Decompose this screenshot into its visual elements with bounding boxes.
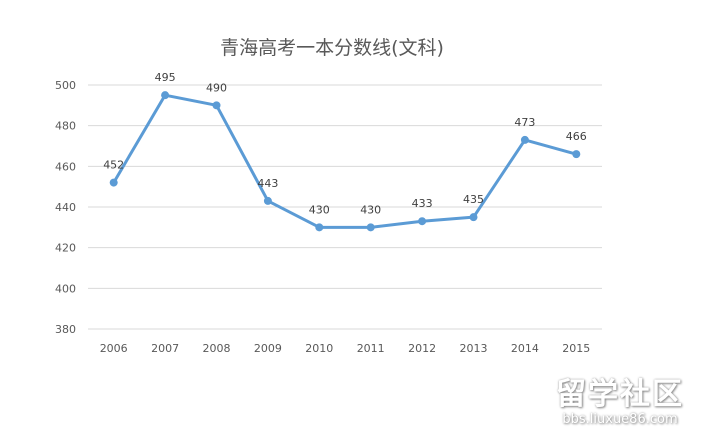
data-point bbox=[366, 223, 375, 232]
x-tick-label: 2007 bbox=[151, 342, 179, 355]
x-tick-label: 2012 bbox=[408, 342, 436, 355]
chart-title: 青海高考一本分数线(文科) bbox=[220, 37, 444, 59]
data-point bbox=[520, 135, 529, 144]
x-tick-label: 2015 bbox=[562, 342, 590, 355]
x-tick-label: 2014 bbox=[511, 342, 539, 355]
watermark-url: bbs.liuxue86.com bbox=[562, 412, 678, 427]
data-label: 435 bbox=[463, 193, 484, 206]
y-tick-label: 440 bbox=[55, 201, 76, 214]
data-point bbox=[572, 150, 581, 159]
x-tick-label: 2013 bbox=[460, 342, 488, 355]
x-tick-label: 2011 bbox=[357, 342, 385, 355]
y-tick-label: 500 bbox=[55, 79, 76, 92]
x-tick-label: 2008 bbox=[203, 342, 231, 355]
data-label: 430 bbox=[309, 203, 330, 216]
data-point bbox=[315, 223, 324, 232]
data-point bbox=[418, 217, 427, 226]
y-tick-label: 480 bbox=[55, 120, 76, 133]
data-label: 430 bbox=[360, 203, 381, 216]
x-tick-label: 2009 bbox=[254, 342, 282, 355]
data-point bbox=[109, 178, 118, 187]
data-point bbox=[263, 196, 272, 205]
data-label: 466 bbox=[566, 130, 587, 143]
data-label: 443 bbox=[257, 177, 278, 190]
data-label: 473 bbox=[514, 116, 535, 129]
data-label: 495 bbox=[155, 71, 176, 84]
data-point bbox=[212, 101, 221, 110]
data-label: 433 bbox=[412, 197, 433, 210]
data-point bbox=[469, 213, 478, 222]
series-line bbox=[112, 93, 577, 229]
x-tick-label: 2006 bbox=[100, 342, 128, 355]
data-point bbox=[161, 91, 170, 100]
y-tick-label: 460 bbox=[55, 160, 76, 173]
watermark: 留学社区 bbs.liuxue86.com bbox=[556, 378, 684, 428]
x-tick-label: 2010 bbox=[305, 342, 333, 355]
data-label: 452 bbox=[103, 159, 124, 172]
y-tick-label: 420 bbox=[55, 242, 76, 255]
data-label: 490 bbox=[206, 81, 227, 94]
y-tick-label: 400 bbox=[55, 282, 76, 295]
y-tick-label: 380 bbox=[55, 323, 76, 336]
watermark-logo: 留学社区 bbox=[556, 377, 684, 412]
